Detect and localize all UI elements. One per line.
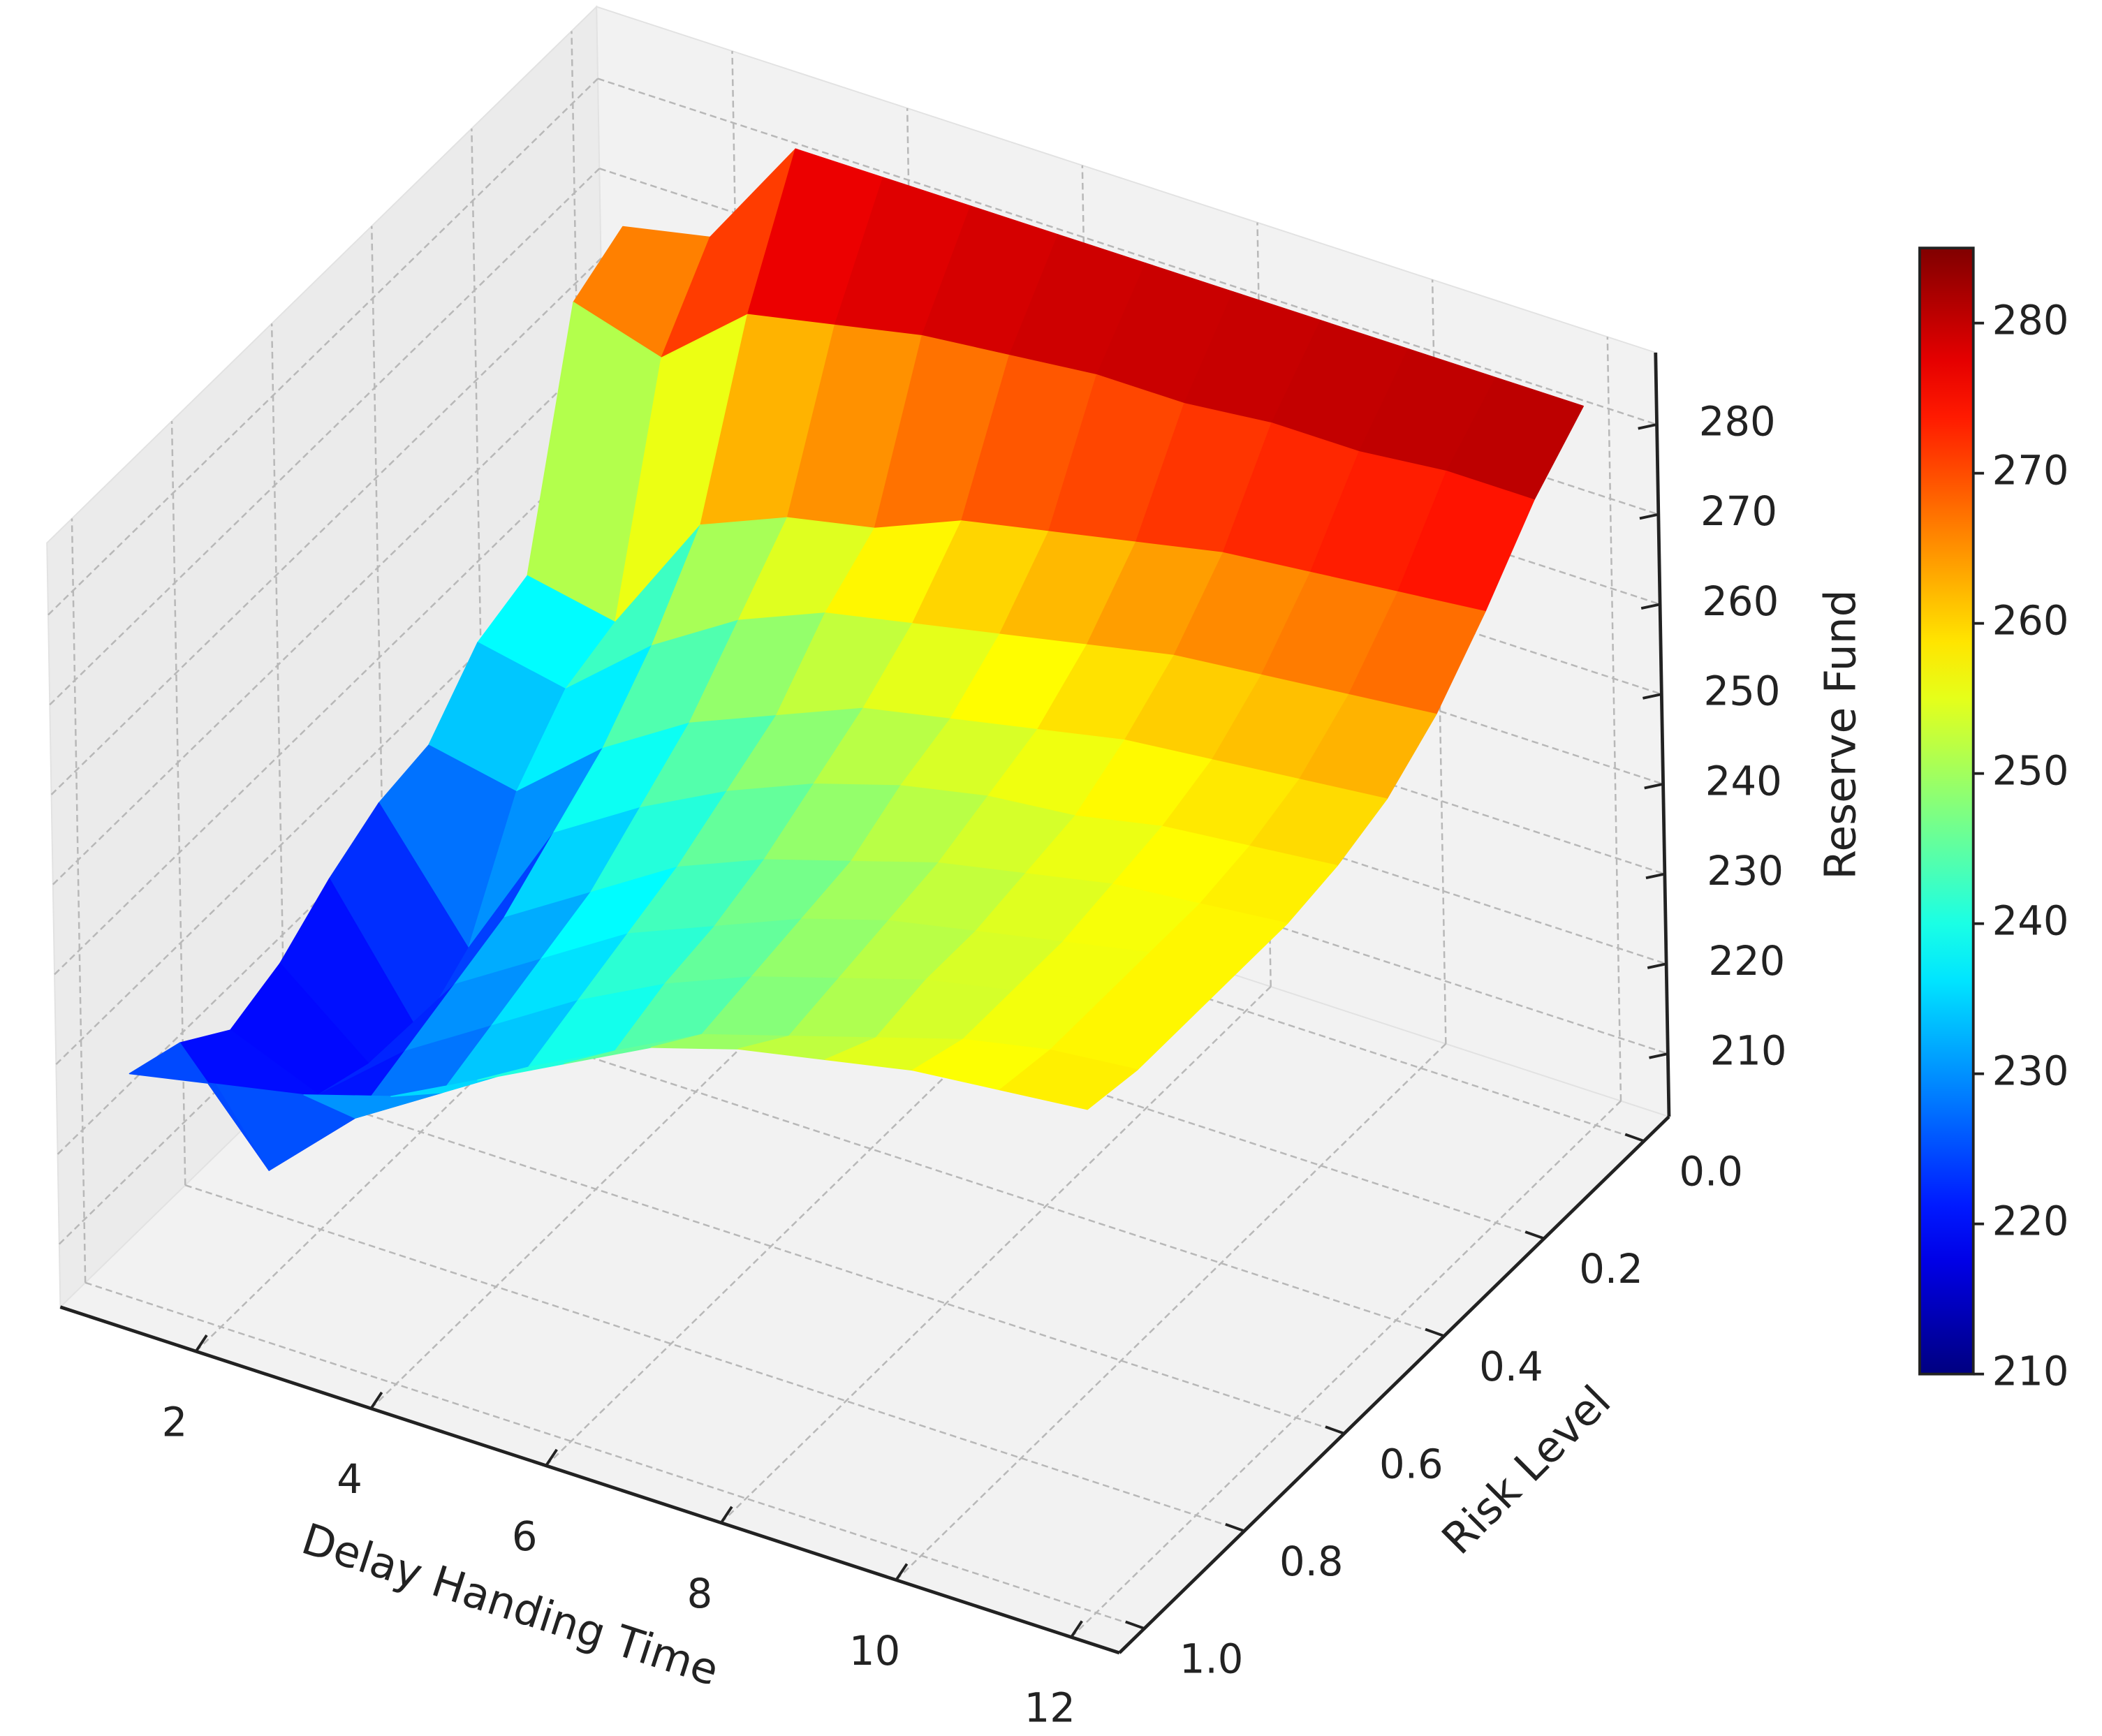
- z-tick-label: 240: [1705, 758, 1782, 804]
- z-tick-label: 250: [1704, 668, 1781, 715]
- colorbar-tick-label: 250: [1992, 747, 2069, 794]
- z-tick-label: 230: [1707, 848, 1784, 895]
- grid-line: [731, 51, 747, 816]
- y-tick-label: 0.2: [1579, 1246, 1643, 1293]
- x-tick: [545, 1448, 558, 1466]
- grid-line: [284, 1087, 1345, 1435]
- z-tick-label: 220: [1708, 938, 1785, 985]
- x-tick-label: 2: [162, 1399, 188, 1446]
- y-tick: [1624, 1133, 1645, 1142]
- colorbar-tick-label: 220: [1992, 1198, 2069, 1244]
- grid-line: [170, 420, 186, 1186]
- grid-line: [184, 1184, 1245, 1532]
- y-tick: [1225, 1523, 1245, 1533]
- x-tick-label: 4: [337, 1456, 362, 1503]
- axis-line: [59, 1305, 1120, 1655]
- x-axis-label: Delay Handing Time: [296, 1515, 725, 1696]
- y-tick: [1524, 1230, 1545, 1240]
- y-tick: [1425, 1327, 1445, 1338]
- y-tick: [1125, 1620, 1145, 1630]
- grid-line: [597, 78, 1657, 426]
- z-tick: [1644, 782, 1664, 790]
- z-tick: [1647, 962, 1667, 969]
- y-axis-label: Risk Level: [1433, 1376, 1621, 1564]
- z-tick: [1638, 423, 1657, 430]
- axis-line: [1654, 352, 1671, 1117]
- y-tick-label: 0.8: [1279, 1538, 1344, 1585]
- z-tick-label: 210: [1710, 1028, 1787, 1075]
- z-tick-label: 260: [1702, 578, 1779, 625]
- z-axis-label: Reserve Fund: [1816, 589, 1866, 879]
- z-tick-label: 280: [1699, 399, 1776, 446]
- x-tick: [720, 1506, 733, 1524]
- colorbar-tick-label: 240: [1992, 897, 2069, 944]
- grid-line: [571, 31, 586, 795]
- x-tick: [195, 1334, 208, 1353]
- z-tick: [1640, 603, 1661, 610]
- axis-line: [1118, 1115, 1670, 1654]
- grid-line: [371, 226, 386, 990]
- z-tick: [1642, 693, 1662, 700]
- z-tick: [1649, 1052, 1668, 1059]
- x-tick-label: 6: [512, 1513, 538, 1560]
- z-tick-label: 270: [1700, 488, 1777, 535]
- y-tick-label: 1.0: [1179, 1636, 1244, 1683]
- colorbar-tick-label: 270: [1992, 447, 2069, 494]
- grid-line: [1606, 337, 1622, 1101]
- colorbar-tick-label: 260: [1992, 597, 2069, 644]
- y-tick-label: 0.4: [1479, 1344, 1543, 1390]
- x-tick-label: 12: [1024, 1685, 1075, 1732]
- colorbar: [1918, 247, 1975, 1376]
- colorbar-tick-label: 230: [1992, 1047, 2069, 1094]
- colorbar-tick-label: 210: [1992, 1348, 2069, 1395]
- y-tick-label: 0.6: [1379, 1441, 1443, 1487]
- z-tick: [1645, 872, 1666, 880]
- grid-line: [71, 518, 87, 1283]
- x-tick-label: 10: [849, 1628, 900, 1675]
- x-tick: [369, 1391, 383, 1410]
- x-tick-label: 8: [687, 1571, 713, 1617]
- x-tick: [1070, 1620, 1083, 1638]
- x-tick: [895, 1563, 909, 1581]
- grid-line: [270, 323, 286, 1088]
- grid-line: [471, 128, 486, 893]
- z-tick: [1639, 513, 1659, 520]
- y-tick-label: 0.0: [1679, 1149, 1743, 1196]
- y-tick: [1325, 1425, 1345, 1435]
- colorbar-tick-label: 280: [1992, 297, 2069, 344]
- surface-face: [999, 1049, 1138, 1110]
- grid-line: [84, 1281, 1145, 1630]
